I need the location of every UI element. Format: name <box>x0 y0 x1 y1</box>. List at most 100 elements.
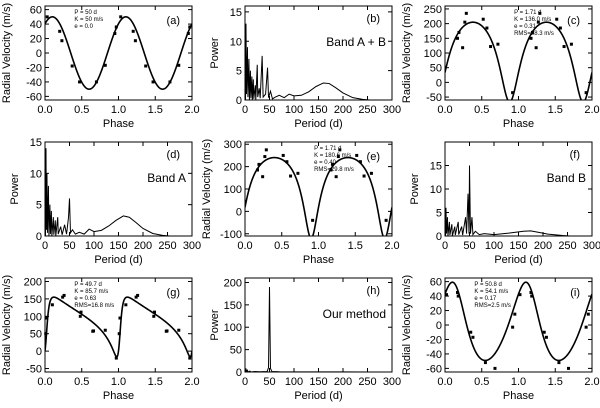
x-tick-label: 100 <box>485 240 503 252</box>
fit-parameter: P = 50 d <box>74 10 96 16</box>
panel-tag: (f) <box>570 149 580 161</box>
data-point <box>124 303 128 307</box>
data-point <box>78 80 82 84</box>
x-tick-label: 100 <box>285 104 303 116</box>
data-point <box>557 361 561 365</box>
y-axis-label: Radial Velocity (m/s) <box>401 3 413 103</box>
panel-d: 0 50 100 150 200 250 300 0 5 10 15 Period (d) Power (… <box>9 137 201 266</box>
x-tick-label: 1.5 <box>548 376 563 388</box>
y-axis-label: Radial Velocity (m/s) <box>201 139 213 239</box>
y-axis-label: Radial Velocity (m/s) <box>401 275 413 375</box>
y-tick-label: 50 <box>230 345 242 357</box>
data-point <box>165 329 169 333</box>
x-tick-label: 1.0 <box>111 376 126 388</box>
y-tick-label: 200 <box>224 162 242 174</box>
data-point <box>186 31 190 35</box>
data-point <box>336 155 340 159</box>
y-tick-label: 0 <box>436 77 442 89</box>
x-axis-label: Period (d) <box>294 390 342 402</box>
y-tick-label: 100 <box>224 184 242 196</box>
data-point <box>70 64 74 68</box>
data-point <box>285 160 289 164</box>
y-tick-label: 150 <box>24 294 42 306</box>
data-point <box>58 29 62 33</box>
periodogram-line <box>245 23 370 100</box>
y-tick-label: 0 <box>436 231 442 243</box>
y-tick-label: 0 <box>236 95 242 107</box>
y-tick-label: 250 <box>424 4 442 16</box>
data-point <box>44 316 48 320</box>
x-tick-label: 300 <box>383 104 401 116</box>
y-tick-label: 0 <box>436 320 442 332</box>
y-tick-label: 100 <box>424 48 442 60</box>
fit-parameter: RMS=16.8 m/s <box>74 303 114 309</box>
data-point <box>457 30 461 34</box>
data-point <box>384 218 388 222</box>
y-tick-label: 5 <box>236 66 242 78</box>
data-point <box>311 218 315 222</box>
x-axis-label: Phase <box>503 390 534 402</box>
x-tick-label: 1.5 <box>148 104 163 116</box>
x-tick-label: 250 <box>358 376 376 388</box>
data-point <box>489 45 493 49</box>
x-tick-label: 2.0 <box>184 376 199 388</box>
y-tick-label: 150 <box>224 300 242 312</box>
panel-a: 0.0 0.5 1.0 1.5 2.0 -60 -40 -20 0 20 40 60 Phase Radi… <box>1 3 200 130</box>
data-point <box>114 356 118 360</box>
data-point <box>79 310 83 314</box>
panel-g: 0.0 0.5 1.0 1.5 2.0 -50 0 50 100 150 200 Phase Radia… <box>1 275 200 402</box>
model-curve <box>445 21 592 100</box>
fit-parameter: K = 180.6 m/s <box>314 153 351 159</box>
fit-parameter: RMS=2.5 m/s <box>474 303 511 309</box>
x-axis-label: Phase <box>503 118 534 130</box>
data-point <box>261 175 265 179</box>
x-tick-label: 2.0 <box>584 104 599 116</box>
y-tick-label: 100 <box>224 322 242 334</box>
data-point <box>562 45 566 49</box>
data-point <box>586 312 590 316</box>
data-point <box>584 91 588 95</box>
y-tick-label: 200 <box>24 276 42 288</box>
y-tick-label: 10 <box>430 184 442 196</box>
x-tick-label: 0 <box>242 376 248 388</box>
y-tick-label: 0 <box>236 206 242 218</box>
x-tick-label: 100 <box>285 376 303 388</box>
data-point <box>117 332 121 336</box>
data-point <box>513 312 517 316</box>
y-tick-label: -20 <box>26 62 42 74</box>
panel-tag: (d) <box>167 149 180 161</box>
fit-parameter: P = 50.8 d <box>474 282 501 288</box>
data-point <box>255 168 259 172</box>
x-tick-label: 0.0 <box>237 240 252 252</box>
x-tick-label: 150 <box>309 376 327 388</box>
y-tick-label: -50 <box>426 92 442 104</box>
y-tick-label: 200 <box>424 19 442 31</box>
panel-tag: (e) <box>367 151 380 163</box>
data-point <box>456 294 460 298</box>
model-curve <box>45 296 192 358</box>
panel-tag: (g) <box>167 287 180 299</box>
x-tick-label: 50 <box>463 240 475 252</box>
y-tick-label: 10 <box>230 36 242 48</box>
data-point <box>133 39 137 43</box>
data-point <box>94 80 98 84</box>
y-tick-label: 40 <box>30 19 42 31</box>
periodogram-line <box>245 286 370 372</box>
x-tick-label: 0.5 <box>74 376 89 388</box>
x-tick-label: 150 <box>309 104 327 116</box>
x-tick-label: 0.5 <box>474 104 489 116</box>
x-tick-label: 0.0 <box>437 376 452 388</box>
data-point <box>92 329 96 333</box>
data-point <box>136 293 140 297</box>
y-tick-label: 40 <box>430 291 442 303</box>
periodogram-line <box>445 165 570 236</box>
x-tick-label: 50 <box>263 376 275 388</box>
y-tick-label: 50 <box>430 63 442 75</box>
band-label: Band B <box>547 171 586 185</box>
data-point <box>461 46 465 50</box>
x-tick-label: 200 <box>334 376 352 388</box>
fit-parameter: P = 1.71 d <box>514 10 541 16</box>
x-tick-label: 100 <box>85 240 103 252</box>
x-tick-label: 150 <box>109 240 127 252</box>
x-tick-label: 0 <box>442 240 448 252</box>
